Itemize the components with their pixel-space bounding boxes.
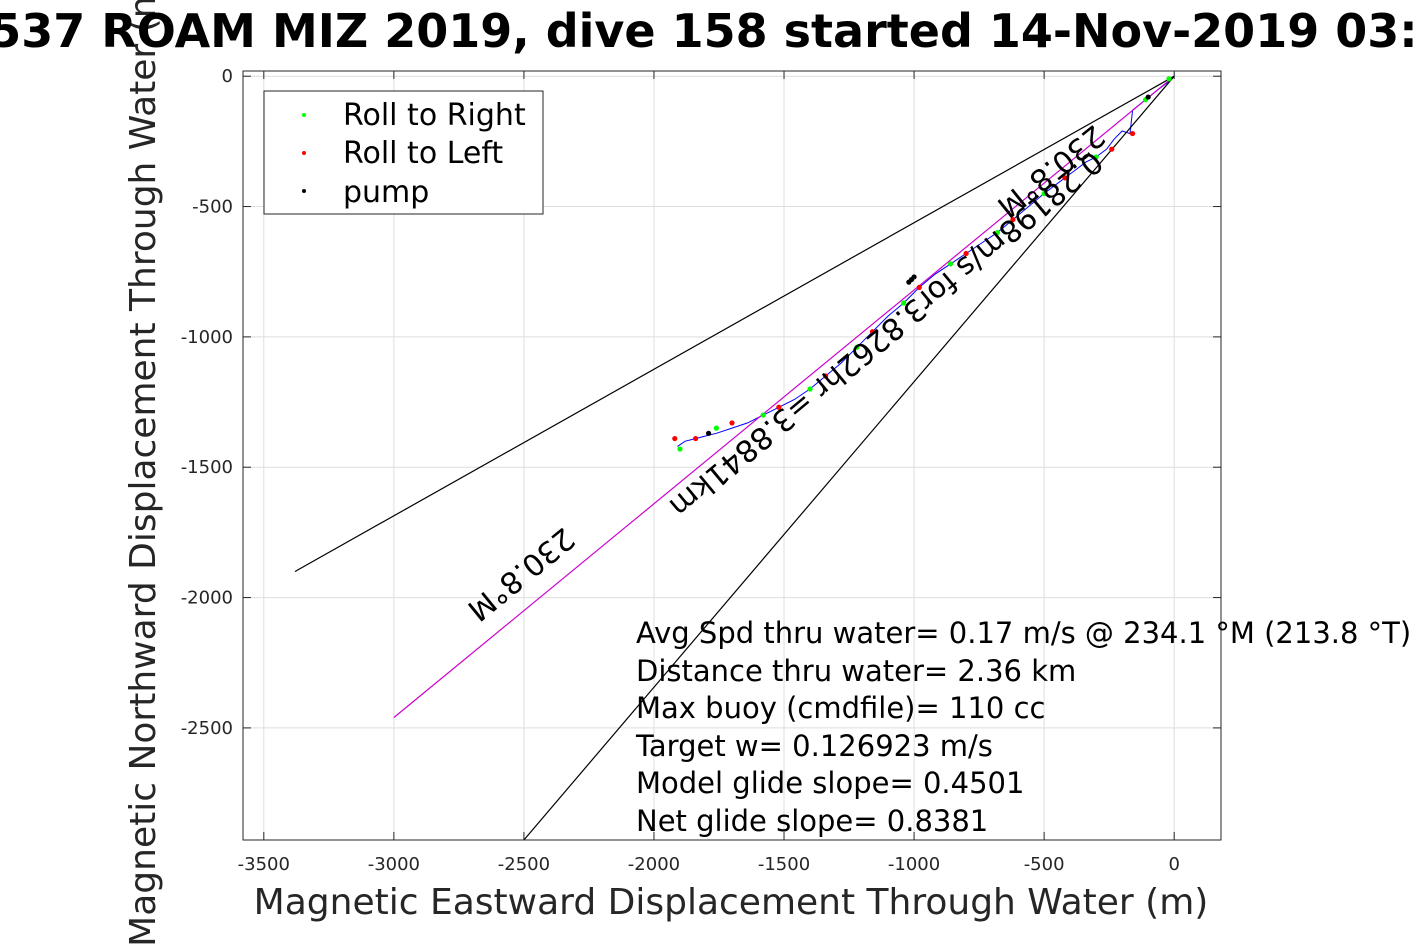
roll-right-marker (947, 261, 954, 267)
legend: Roll to Right Roll to Left pump (263, 90, 544, 215)
x-tick-label: -1500 (758, 854, 810, 875)
y-tick-label: -1000 (181, 327, 233, 348)
lines-layer (294, 75, 1175, 840)
legend-label-roll-right: Roll to Right (343, 98, 526, 133)
y-tick-label: 0 (222, 66, 233, 87)
stats-line-avg-speed: Avg Spd thru water= 0.17 m/s @ 234.1 °M … (636, 616, 1411, 650)
legend-label-pump: pump (343, 175, 429, 210)
x-tick-label: -3500 (238, 854, 290, 875)
legend-label-roll-left: Roll to Left (343, 136, 503, 171)
roll-left-marker (1129, 130, 1136, 137)
roll-left-marker (692, 435, 699, 442)
legend-marker-roll-right (302, 113, 306, 117)
roll-right-marker (1041, 190, 1047, 197)
envelope-lower-line (523, 75, 1175, 840)
x-tick-label: 0 (1168, 854, 1179, 875)
track-line (677, 75, 1175, 447)
x-tick-label: -2500 (498, 854, 550, 875)
roll-right-marker (854, 344, 860, 350)
stats-line-model-glide: Model glide slope= 0.4501 (636, 766, 1024, 800)
tick-labels: -3500 -3000 -2500 -2000 -1500 -1000 -500 0 0 -500… (181, 66, 1180, 875)
x-tick-label: -1000 (888, 854, 940, 875)
x-tick-label: -2000 (628, 854, 680, 875)
axis-ticks (243, 71, 1221, 840)
roll-left-marker (1109, 146, 1115, 152)
y-tick-label: -2000 (181, 588, 233, 609)
stats-line-target-w: Target w= 0.126923 m/s (635, 729, 993, 763)
roll-left-marker (672, 435, 678, 442)
roll-right-marker (807, 386, 813, 392)
y-tick-label: -500 (192, 197, 233, 218)
roll-right-marker (677, 446, 683, 452)
x-axis-label: Magnetic Eastward Displacement Through W… (254, 882, 1209, 923)
roll-right-marker (1166, 76, 1172, 82)
roll-left-marker (963, 250, 969, 257)
legend-box (263, 90, 544, 215)
chart-title: SG537 ROAM MIZ 2019, dive 158 started 14… (0, 4, 1417, 58)
y-tick-label: -1500 (181, 457, 233, 478)
markers-layer (672, 76, 1172, 452)
roll-right-marker (713, 425, 719, 431)
roll-right-marker (994, 230, 1000, 236)
grid-lines (243, 71, 1221, 840)
pump-marker (906, 279, 912, 285)
roll-left-marker (729, 420, 735, 426)
roll-left-marker (916, 284, 922, 290)
roll-right-marker (760, 412, 766, 418)
legend-marker-pump (302, 189, 306, 193)
legend-marker-roll-left (302, 151, 306, 155)
roll-right-marker (901, 300, 907, 306)
stats-line-net-glide: Net glide slope= 0.8381 (636, 804, 988, 838)
roll-left-marker (1062, 175, 1068, 181)
plot-content (294, 75, 1175, 840)
x-tick-label: -500 (1024, 854, 1065, 875)
pump-marker (1145, 94, 1151, 100)
roll-left-marker (776, 404, 782, 410)
y-axis-label: Magnetic Northward Displacement Through … (123, 0, 164, 945)
roll-left-marker (869, 329, 876, 335)
heading-line-line (393, 75, 1175, 718)
x-tick-label: -3000 (368, 854, 420, 875)
roll-left-marker (1010, 216, 1016, 223)
roll-left-marker (823, 373, 829, 379)
plot-frame (242, 70, 1222, 841)
pump-marker (705, 430, 712, 436)
stats-line-max-buoy: Max buoy (cmdfile)= 110 cc (636, 691, 1045, 725)
envelope-upper-line (294, 75, 1175, 573)
stats-line-distance: Distance thru water= 2.36 km (636, 654, 1076, 688)
roll-right-marker (1093, 154, 1099, 160)
stats-block: Avg Spd thru water= 0.17 m/s @ 234.1 °M … (635, 616, 1411, 838)
y-tick-label: -2500 (181, 718, 233, 739)
